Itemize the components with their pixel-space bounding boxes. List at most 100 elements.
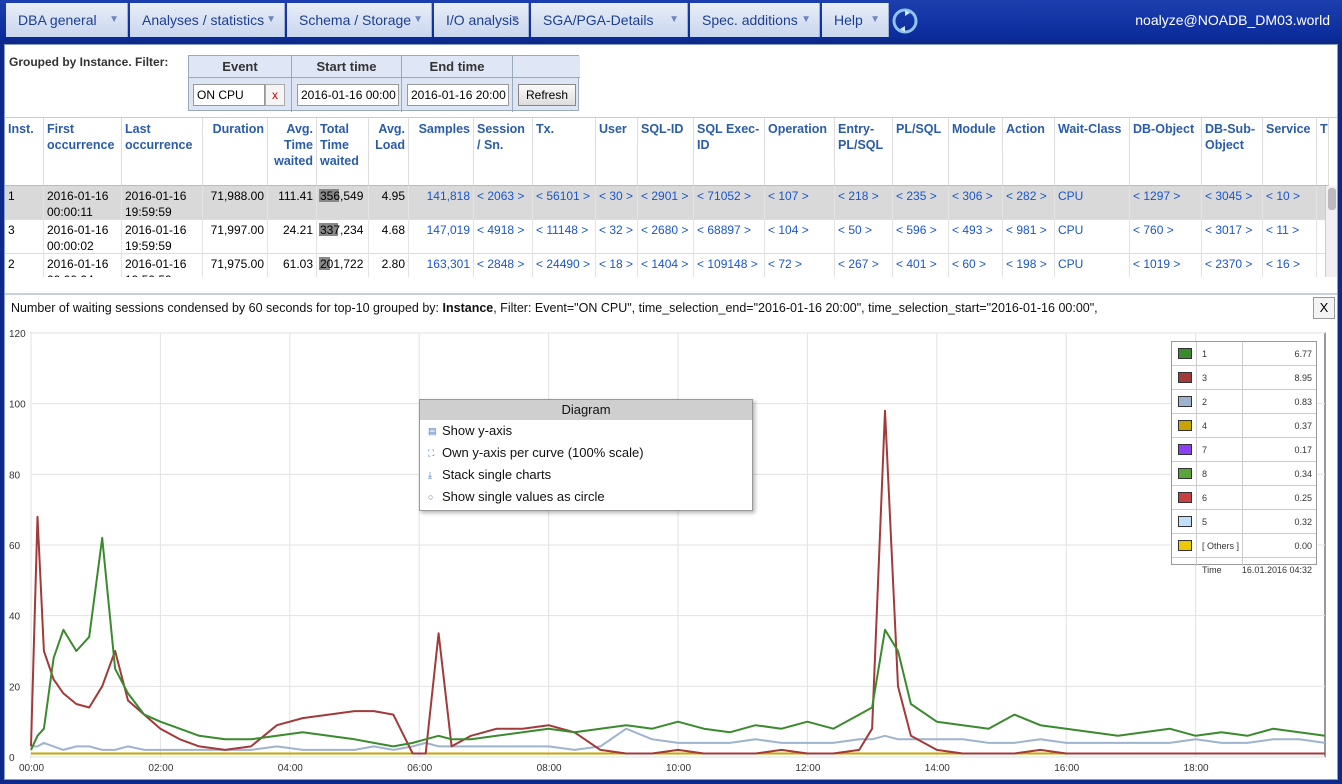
legend-item[interactable]: 8 0.34 (1172, 462, 1316, 486)
refresh-button[interactable]: Refresh (518, 84, 576, 106)
legend-item[interactable]: 5 0.32 (1172, 510, 1316, 534)
menu-item-dba-general[interactable]: DBA general ▼ (6, 3, 128, 37)
column-header[interactable]: Samples (409, 118, 474, 186)
cell-user[interactable]: < 18 > (596, 254, 638, 277)
menu-item-analyses-statistics[interactable]: Analyses / statistics ▼ (130, 3, 285, 37)
cell-plsql[interactable]: < 596 > (893, 220, 949, 254)
cell-samples[interactable]: 141,818 (409, 186, 474, 220)
cell-exec-id[interactable]: < 68897 > (694, 220, 765, 254)
cell-entry[interactable]: < 218 > (835, 186, 893, 220)
legend-item[interactable]: 3 8.95 (1172, 366, 1316, 390)
column-header[interactable]: Avg. Load (369, 118, 409, 186)
cell-db-object[interactable]: < 1297 > (1130, 186, 1202, 220)
cell-sql-id[interactable]: < 2901 > (638, 186, 694, 220)
cell-db-object[interactable]: < 760 > (1130, 220, 1202, 254)
legend-item[interactable]: [ Others ] 0.00 (1172, 534, 1316, 558)
legend-item[interactable]: 6 0.25 (1172, 486, 1316, 510)
cell-exec-id[interactable]: < 109148 > (694, 254, 765, 277)
cell-entry[interactable]: < 50 > (835, 220, 893, 254)
table-row[interactable]: 1 2016-01-16 00:00:11 2016-01-16 19:59:59 7… (5, 186, 1325, 220)
cell-tx[interactable]: < 56101 > (533, 186, 596, 220)
column-header[interactable]: SQL Exec-ID (694, 118, 765, 186)
cell-wait-class[interactable]: CPU (1055, 254, 1130, 277)
clear-event-button[interactable]: x (265, 84, 285, 106)
legend-item[interactable]: 7 0.17 (1172, 438, 1316, 462)
cell-service[interactable]: < 10 > (1263, 186, 1317, 220)
cell-sql-id[interactable]: < 2680 > (638, 220, 694, 254)
table-row[interactable]: 3 2016-01-16 00:00:02 2016-01-16 19:59:59 7… (5, 220, 1325, 254)
cell-plsql[interactable]: < 401 > (893, 254, 949, 277)
column-header[interactable]: Total Time waited (317, 118, 369, 186)
column-header[interactable]: Avg. Time waited (268, 118, 317, 186)
column-header[interactable]: Action (1003, 118, 1055, 186)
refresh-icon[interactable] (892, 8, 918, 34)
cell-user[interactable]: < 30 > (596, 186, 638, 220)
cell-session[interactable]: < 2848 > (474, 254, 533, 277)
context-menu-item[interactable]: ○ Show single values as circle (420, 486, 752, 508)
scrollbar-thumb[interactable] (1328, 188, 1336, 210)
cell-plsql[interactable]: < 235 > (893, 186, 949, 220)
column-header[interactable]: Inst. (5, 118, 44, 186)
column-header[interactable]: T (1317, 118, 1329, 186)
column-header[interactable]: User (596, 118, 638, 186)
menu-item-help[interactable]: Help ▼ (822, 3, 889, 37)
cell-samples[interactable]: 147,019 (409, 220, 474, 254)
cell-action[interactable]: < 981 > (1003, 220, 1055, 254)
cell-module[interactable]: < 493 > (949, 220, 1003, 254)
line-chart[interactable]: 0 20 40 60 80 100 120 00:00 02:00 04:00 06:00 08:00… (5, 325, 1337, 779)
cell-sql-id[interactable]: < 1404 > (638, 254, 694, 277)
column-header[interactable]: Tx. (533, 118, 596, 186)
cell-tx[interactable]: < 11148 > (533, 220, 596, 254)
menu-item-sga-pga-details[interactable]: SGA/PGA-Details ▼ (531, 3, 688, 37)
start-time-input[interactable]: 2016-01-16 00:00 (297, 84, 399, 106)
column-header[interactable]: DB-Sub-Object (1202, 118, 1263, 186)
cell-module[interactable]: < 60 > (949, 254, 1003, 277)
column-header[interactable]: Session / Sn. (474, 118, 533, 186)
cell-service[interactable]: < 16 > (1263, 254, 1317, 277)
column-header[interactable]: Entry-PL/SQL (835, 118, 893, 186)
cell-sub-object[interactable]: < 3045 > (1202, 186, 1263, 220)
legend-item[interactable]: 4 0.37 (1172, 414, 1316, 438)
column-header[interactable]: Last occurrence (122, 118, 203, 186)
menu-item-i-o-analysis[interactable]: I/O analysis ▼ (434, 3, 529, 37)
end-time-input[interactable]: 2016-01-16 20:00 (407, 84, 509, 106)
cell-wait-class[interactable]: CPU (1055, 220, 1130, 254)
cell-db-object[interactable]: < 1019 > (1130, 254, 1202, 277)
cell-action[interactable]: < 198 > (1003, 254, 1055, 277)
context-menu-item[interactable]: ▤ Show y-axis (420, 420, 752, 442)
column-header[interactable]: PL/SQL (893, 118, 949, 186)
cell-operation[interactable]: < 72 > (765, 254, 835, 277)
close-chart-button[interactable]: X (1313, 297, 1335, 319)
cell-sub-object[interactable]: < 3017 > (1202, 220, 1263, 254)
column-header[interactable]: Service (1263, 118, 1317, 186)
cell-entry[interactable]: < 267 > (835, 254, 893, 277)
column-header[interactable]: SQL-ID (638, 118, 694, 186)
cell-user[interactable]: < 32 > (596, 220, 638, 254)
grid-scrollbar[interactable] (1325, 186, 1337, 277)
cell-exec-id[interactable]: < 71052 > (694, 186, 765, 220)
cell-service[interactable]: < 11 > (1263, 220, 1317, 254)
legend-item[interactable]: 1 6.77 (1172, 342, 1316, 366)
context-menu-item[interactable]: ⤓ Stack single charts (420, 464, 752, 486)
column-header[interactable]: First occurrence (44, 118, 122, 186)
context-menu-item[interactable]: ⛶ Own y-axis per curve (100% scale) (420, 442, 752, 464)
cell-samples[interactable]: 163,301 (409, 254, 474, 277)
event-input[interactable]: ON CPU (193, 84, 265, 106)
cell-operation[interactable]: < 107 > (765, 186, 835, 220)
legend-item[interactable]: 2 0.83 (1172, 390, 1316, 414)
cell-session[interactable]: < 4918 > (474, 220, 533, 254)
column-header[interactable]: Module (949, 118, 1003, 186)
column-header[interactable]: Operation (765, 118, 835, 186)
cell-module[interactable]: < 306 > (949, 186, 1003, 220)
cell-sub-object[interactable]: < 2370 > (1202, 254, 1263, 277)
column-header[interactable]: DB-Object (1130, 118, 1202, 186)
cell-action[interactable]: < 282 > (1003, 186, 1055, 220)
menu-item-schema-storage[interactable]: Schema / Storage ▼ (287, 3, 432, 37)
column-header[interactable]: Duration (203, 118, 268, 186)
cell-session[interactable]: < 2063 > (474, 186, 533, 220)
cell-operation[interactable]: < 104 > (765, 220, 835, 254)
cell-wait-class[interactable]: CPU (1055, 186, 1130, 220)
column-header[interactable]: Wait-Class (1055, 118, 1130, 186)
cell-tx[interactable]: < 24490 > (533, 254, 596, 277)
